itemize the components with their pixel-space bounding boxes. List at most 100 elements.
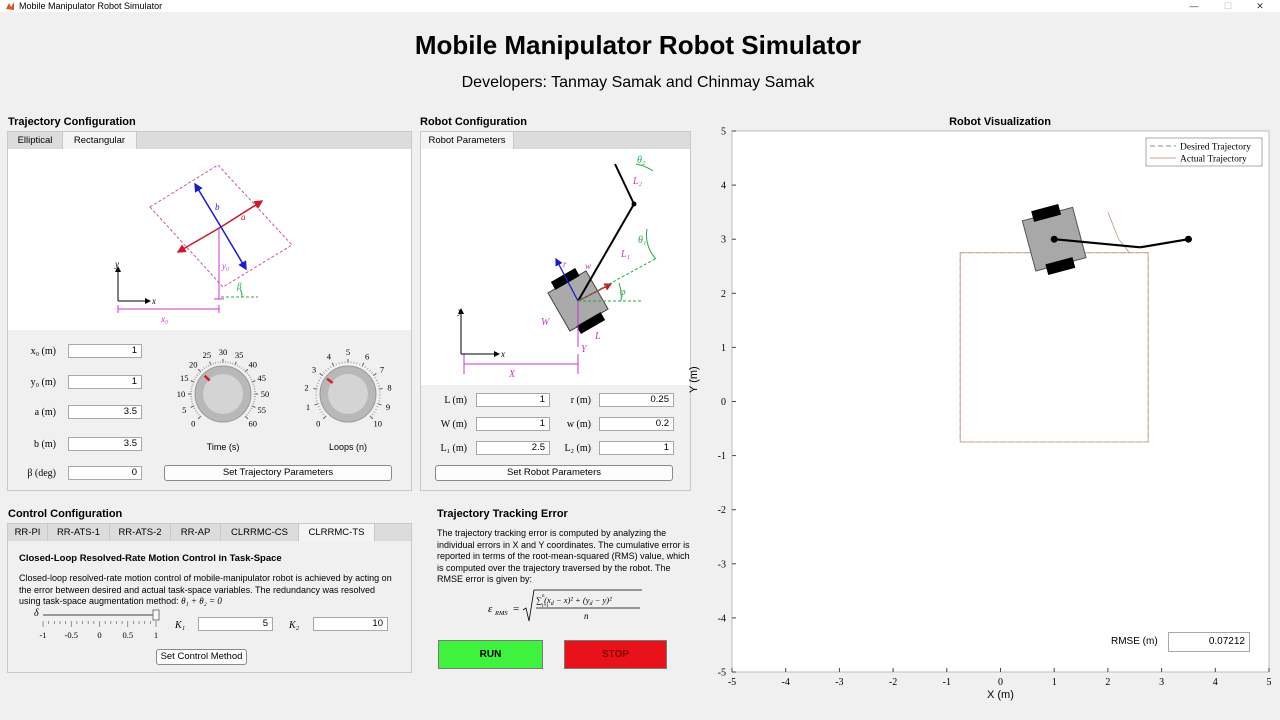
time-knob-minor-tick — [199, 415, 202, 418]
tab-rr-ap[interactable]: RR-AP — [171, 524, 221, 541]
time-knob-minor-tick — [196, 411, 199, 414]
time-knob-minor-tick — [191, 383, 194, 385]
robot-diagram-r-label: r — [563, 259, 567, 269]
svg-text:n: n — [584, 611, 589, 621]
tab-clrrmc-ts[interactable]: CLRRMC-TS — [299, 524, 375, 541]
time-knob-minor-tick — [212, 362, 214, 365]
loops-knob-tick-label: 5 — [346, 347, 350, 357]
control-constraint: θ₁ + θ₂ = 0 — [181, 596, 222, 606]
time-knob-minor-tick — [246, 413, 249, 416]
robot-section-title: Robot Configuration — [420, 116, 527, 128]
svg-text:∑ (xd − x)² + (yd − y)²: ∑ (xd − x)² + (yd − y)² — [536, 595, 612, 607]
tab-clrrmc-cs[interactable]: CLRRMC-CS — [221, 524, 299, 541]
set-robot-button[interactable]: Set Robot Parameters — [435, 465, 673, 481]
a-field[interactable]: 3.5 — [68, 405, 142, 419]
time-knob-minor-tick — [199, 370, 202, 373]
k1-field[interactable]: 5 — [198, 617, 273, 631]
W-field[interactable]: 1 — [476, 417, 550, 431]
control-section-title: Control Configuration — [8, 508, 123, 520]
y0-field[interactable]: 1 — [68, 375, 142, 389]
time-knob-tick-label: 30 — [219, 347, 228, 357]
x0-field[interactable]: 1 — [68, 344, 142, 358]
tab-robot-parameters[interactable]: Robot Parameters — [421, 132, 514, 149]
time-knob-tick-label: 10 — [177, 389, 186, 399]
robot-diagram-phi-label: φ — [620, 287, 626, 298]
time-knob-minor-tick — [192, 405, 195, 407]
b-field[interactable]: 3.5 — [68, 437, 142, 451]
y-tick-label: 0 — [721, 397, 726, 408]
L-field[interactable]: 1 — [476, 393, 550, 407]
robot-visualization-plot[interactable]: -5 -4 -3 -2 -1 0 1 2 3 4 5 5 4 3 2 1 0 -1 -2 -3 -4 -5 Desired… — [690, 124, 1280, 714]
robot-diagram-y-label: y — [457, 306, 462, 316]
loops-knob-minor-tick — [361, 364, 364, 367]
tab-rr-ats-1[interactable]: RR-ATS-1 — [48, 524, 110, 541]
diagram-y0-label: y₀ — [221, 261, 229, 271]
k2-label: K₂ — [289, 620, 300, 631]
loops-knob-minor-tick — [320, 411, 323, 413]
time-knob-tick-label: 25 — [203, 350, 212, 360]
y-tick-label: -1 — [718, 451, 726, 462]
k1-label: K₁ — [175, 620, 186, 631]
time-knob-tick-label: 40 — [248, 359, 257, 369]
y-tick-label: 2 — [721, 289, 726, 300]
run-button[interactable]: RUN — [438, 640, 543, 669]
loops-knob-minor-tick — [359, 363, 361, 366]
time-knob-tick-label: 45 — [258, 373, 267, 383]
w-field[interactable]: 0.2 — [599, 417, 674, 431]
legend-box — [1145, 137, 1263, 167]
time-knob-minor-tick — [193, 378, 196, 381]
r-field[interactable]: 0.25 — [599, 393, 674, 407]
y-tick-label: 3 — [721, 235, 726, 246]
error-section-title: Trajectory Tracking Error — [437, 508, 568, 520]
control-description-text: Closed-loop resolved-rate motion control… — [19, 573, 392, 606]
tab-elliptical[interactable]: Elliptical — [8, 132, 63, 149]
delta-slider[interactable]: -1 -0.5 0 0.5 1 — [38, 608, 163, 642]
tab-rr-pi[interactable]: RR-PI — [8, 524, 48, 541]
L2-field[interactable]: 1 — [599, 441, 674, 455]
diagram-x0-label: x₀ — [160, 314, 168, 324]
control-panel: RR-PI RR-ATS-1 RR-ATS-2 RR-AP CLRRMC-CS … — [7, 523, 412, 673]
loops-knob-minor-tick — [338, 362, 340, 365]
maximize-icon[interactable]: ☐ — [1223, 1, 1233, 11]
L1-field[interactable]: 2.5 — [476, 441, 550, 455]
matlab-icon — [6, 2, 14, 10]
beta-field[interactable]: 0 — [68, 466, 142, 480]
loops-knob-minor-tick — [377, 403, 380, 405]
time-knob-minor-tick — [238, 365, 241, 368]
x-tick-label: 2 — [1105, 677, 1110, 688]
time-knob-minor-tick — [244, 370, 247, 373]
close-icon[interactable]: ✕ — [1256, 1, 1264, 11]
loops-knob-minor-tick — [323, 371, 325, 374]
robot-diagram-L2-label: L₂ — [632, 176, 643, 187]
set-trajectory-button[interactable]: Set Trajectory Parameters — [164, 465, 392, 481]
time-knob-minor-tick — [250, 378, 253, 381]
w-label: w (m) — [566, 419, 591, 430]
delta-label: δ — [34, 608, 39, 619]
svg-text:i=1: i=1 — [542, 604, 549, 609]
loops-knob-minor-tick — [330, 365, 332, 368]
tab-rectangular[interactable]: Rectangular — [63, 132, 137, 149]
time-knob-minor-tick — [236, 364, 239, 367]
time-knob-tick-label: 50 — [261, 389, 270, 399]
visualization-title: Robot Visualization — [949, 116, 1051, 128]
app-subtitle: Developers: Tanmay Samak and Chinmay Sam… — [461, 74, 815, 91]
k2-field[interactable]: 10 — [313, 617, 388, 631]
y-tick-label: 1 — [721, 343, 726, 354]
control-method-title: Closed-Loop Resolved-Rate Motion Control… — [19, 553, 282, 564]
minimize-icon[interactable]: — — [1189, 1, 1199, 11]
stop-button[interactable]: STOP — [564, 640, 667, 669]
y-tick-label: -5 — [718, 668, 726, 679]
tab-rr-ats-2[interactable]: RR-ATS-2 — [110, 524, 171, 541]
loops-knob-tick-label: 3 — [312, 364, 316, 374]
b-label: b (m) — [34, 439, 56, 450]
window-titlebar: Mobile Manipulator Robot Simulator — ☐ ✕ — [0, 0, 1280, 12]
time-knob-minor-tick — [234, 363, 236, 366]
set-control-button[interactable]: Set Control Method — [156, 649, 247, 665]
svg-text:n: n — [542, 594, 545, 599]
time-knob-tick-label: 35 — [235, 350, 244, 360]
time-knob-minor-tick — [247, 374, 250, 377]
trajectory-section-title: Trajectory Configuration — [8, 116, 136, 128]
time-knob-tick-label: 60 — [248, 419, 257, 429]
